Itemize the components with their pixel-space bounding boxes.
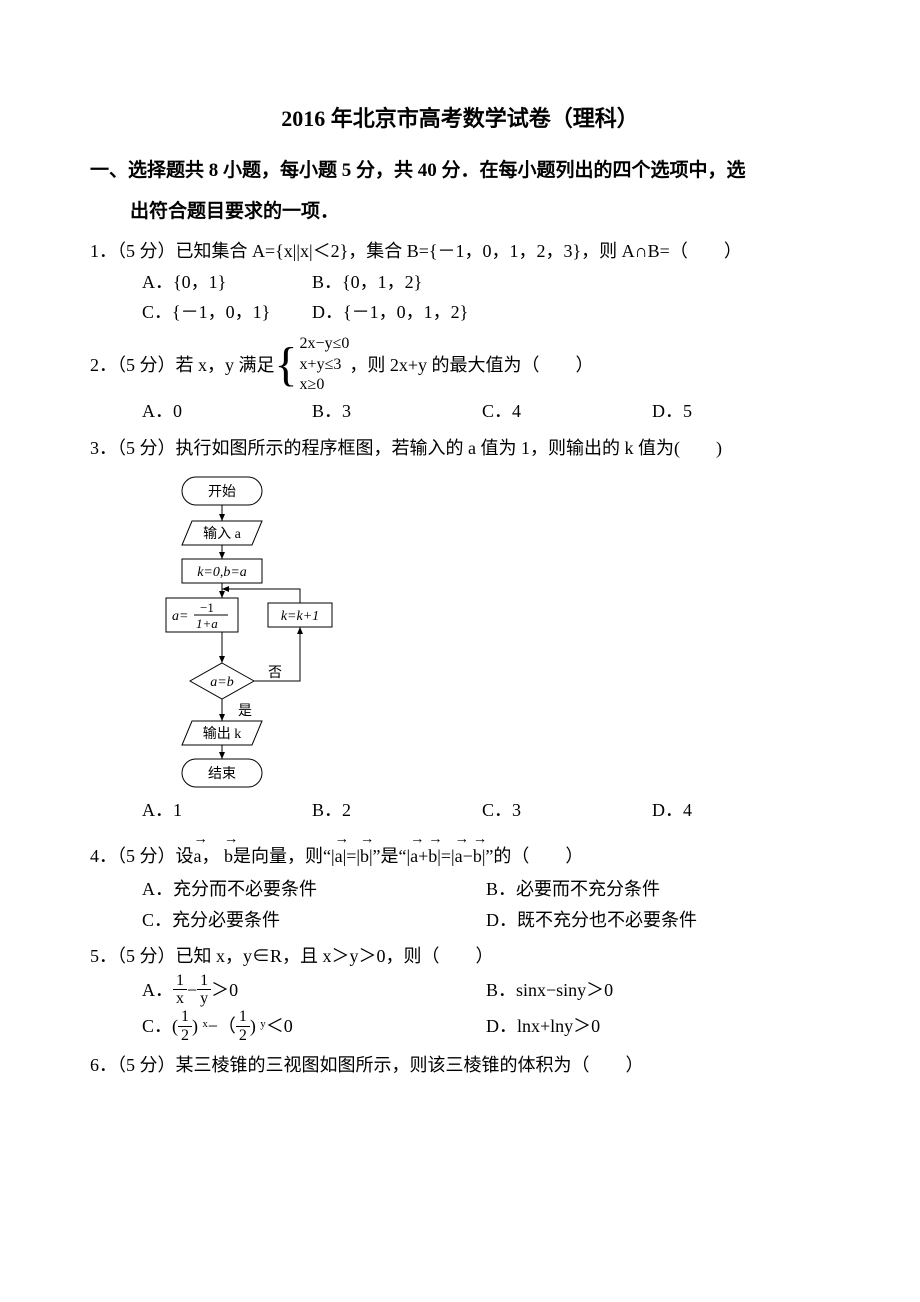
q5-opta-mid: −: [187, 975, 197, 1006]
svg-text:−1: −1: [200, 600, 214, 615]
frac-1-x: 1x: [173, 972, 187, 1008]
vector-b3: b: [428, 838, 437, 874]
q4-opt-c: C．充分必要条件: [142, 905, 486, 936]
svg-text:1+a: 1+a: [196, 616, 218, 631]
vector-a: a: [194, 838, 202, 874]
q1-stem: 1．（5 分）已知集合 A={x||x|＜2}，集合 B={－1，0，1，2，3…: [90, 236, 830, 267]
vector-b: b: [224, 838, 233, 874]
q2-opt-b: B．3: [312, 396, 482, 427]
frac-1-2b: 12: [236, 1008, 250, 1044]
svg-text:结束: 结束: [208, 766, 236, 782]
question-5: 5．（5 分）已知 x，y∈R，且 x＞y＞0，则（ ） A． 1x − 1y …: [90, 941, 830, 1044]
vector-a2: a: [335, 838, 343, 874]
q4-mid4: |”是“|: [369, 838, 410, 874]
q2-opt-a: A．0: [142, 396, 312, 427]
section-header-line1: 一、选择题共 8 小题，每小题 5 分，共 40 分．在每小题列出的四个选项中，…: [90, 155, 830, 187]
q4-stem-pre: 4．（5 分）设: [90, 838, 194, 874]
q2-brace-line3: x≥0: [300, 375, 350, 396]
vector-a4: a: [455, 838, 463, 874]
question-6: 6．（5 分）某三棱锥的三视图如图所示，则该三棱锥的体积为（ ）: [90, 1050, 830, 1081]
q5-optc-post: ) ʸ＜0: [250, 1011, 293, 1042]
q4-opt-a: A．充分而不必要条件: [142, 874, 486, 905]
vector-a3: a: [410, 838, 418, 874]
vector-b2: b: [360, 838, 369, 874]
flowchart-svg: 否是 开始输入 a k=0,b=a a= −11+a k=k+1 a=b 输出 k 结束: [142, 471, 352, 791]
svg-text:否: 否: [268, 666, 282, 681]
q3-opt-b: B．2: [312, 795, 482, 826]
svg-text:k=k+1: k=k+1: [281, 609, 319, 624]
q4-opt-d: D．既不充分也不必要条件: [486, 905, 830, 936]
q5-stem: 5．（5 分）已知 x，y∈R，且 x＞y＞0，则（ ）: [90, 941, 830, 972]
svg-text:输出 k: 输出 k: [203, 726, 242, 742]
q3-opt-a: A．1: [142, 795, 312, 826]
svg-text:开始: 开始: [208, 484, 236, 500]
q2-constraints: { 2x−y≤0 x+y≤3 x≥0: [275, 334, 350, 396]
frac-1-2a: 12: [178, 1008, 192, 1044]
q5-opta-post: ＞0: [211, 975, 238, 1006]
q5-opt-b: B．sinx−siny＞0: [486, 972, 830, 1008]
q1-opt-a: A．{0，1}: [142, 267, 312, 298]
q4-opt-b: B．必要而不充分条件: [486, 874, 830, 905]
q5-opta-pre: A．: [142, 975, 173, 1006]
q4-mid6: |”的（ ）: [482, 838, 584, 874]
question-4: 4．（5 分）设 a ， b 是向量，则“| a |=| b |”是“| a +…: [90, 838, 830, 935]
question-3: 3．（5 分）执行如图所示的程序框图，若输入的 a 值为 1，则输出的 k 值为…: [90, 433, 830, 826]
q4-mid2: 是向量，则“|: [233, 838, 335, 874]
q5-optc-pre: C．(: [142, 1011, 178, 1042]
svg-text:是: 是: [238, 704, 252, 719]
q2-opt-d: D．5: [652, 396, 692, 427]
svg-text:a=b: a=b: [210, 675, 233, 690]
q2-opt-c: C．4: [482, 396, 652, 427]
q2-stem-pre: 2．（5 分）若 x，y 满足: [90, 350, 275, 381]
q5-opt-d: D．lnx+lny＞0: [486, 1008, 830, 1044]
question-1: 1．（5 分）已知集合 A={x||x|＜2}，集合 B={－1，0，1，2，3…: [90, 236, 830, 328]
q2-brace-line2: x+y≤3: [300, 355, 350, 376]
q3-opt-d: D．4: [652, 795, 692, 826]
brace-icon: {: [275, 341, 298, 389]
frac-1-y: 1y: [197, 972, 211, 1008]
q2-brace-line1: 2x−y≤0: [300, 334, 350, 355]
vector-b4: b: [473, 838, 482, 874]
q2-stem-post: ，则 2x+y 的最大值为（ ）: [349, 350, 593, 381]
q1-opt-b: B．{0，1，2}: [312, 267, 422, 298]
q5-opt-c: C．( 12 ) ˣ−（ 12 ) ʸ＜0: [142, 1008, 486, 1044]
q5-opt-a: A． 1x − 1y ＞0: [142, 972, 486, 1008]
svg-text:a=: a=: [172, 609, 188, 624]
q5-optc-mid: ) ˣ−（: [192, 1011, 236, 1042]
q1-opt-d: D．{－1，0，1，2}: [312, 297, 468, 328]
svg-text:k=0,b=a: k=0,b=a: [197, 565, 247, 580]
page-title: 2016 年北京市高考数学试卷（理科）: [90, 100, 830, 137]
q3-flowchart: 否是 开始输入 a k=0,b=a a= −11+a k=k+1 a=b 输出 k 结束: [142, 471, 830, 791]
svg-text:输入 a: 输入 a: [203, 526, 241, 542]
q6-stem: 6．（5 分）某三棱锥的三视图如图所示，则该三棱锥的体积为（ ）: [90, 1050, 830, 1081]
q3-opt-c: C．3: [482, 795, 652, 826]
q1-opt-c: C．{－1，0，1}: [142, 297, 312, 328]
question-2: 2．（5 分）若 x，y 满足 { 2x−y≤0 x+y≤3 x≥0 ，则 2x…: [90, 334, 830, 427]
section-header-line2: 出符合题目要求的一项．: [90, 196, 830, 228]
q3-stem: 3．（5 分）执行如图所示的程序框图，若输入的 a 值为 1，则输出的 k 值为…: [90, 433, 830, 464]
